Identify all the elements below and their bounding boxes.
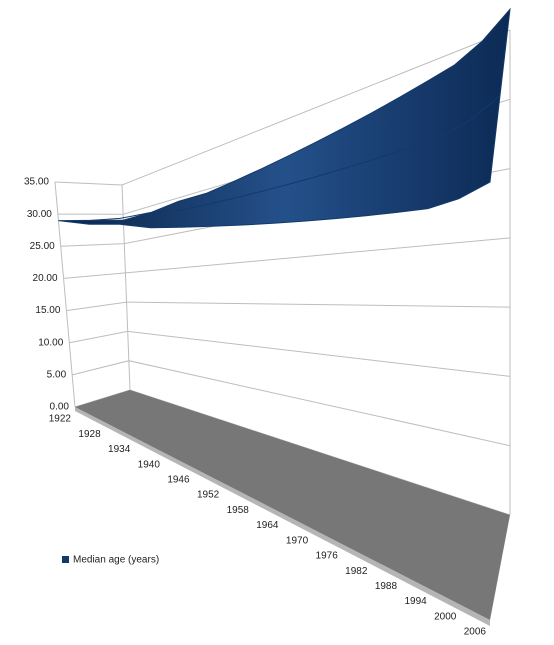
ribbon-line (90, 95, 501, 221)
y-tick-label: 25.00 (30, 241, 55, 252)
wall-edge (54, 181, 76, 408)
x-tick-label: 1976 (316, 551, 339, 562)
x-tick-label: 1982 (345, 566, 368, 577)
y-tick-label: 35.00 (24, 177, 49, 188)
grid-line (54, 29, 511, 186)
legend-swatch (62, 556, 69, 563)
x-tick-label: 2000 (434, 611, 457, 622)
x-tick-label: 1958 (227, 505, 250, 516)
floor-side (75, 407, 490, 626)
x-tick-label: 1946 (167, 474, 190, 485)
x-tick-label: 1970 (286, 535, 309, 546)
grid-line (69, 330, 511, 377)
x-tick-label: 1928 (78, 429, 101, 440)
y-tick-label: 0.00 (50, 402, 70, 413)
x-tick-label: 1940 (138, 459, 161, 470)
x-tick-label: 1994 (404, 596, 427, 607)
grid-line (71, 360, 511, 447)
y-tick-label: 30.00 (27, 209, 52, 220)
floor (75, 390, 510, 620)
ribbon-surface (58, 7, 511, 229)
y-tick-label: 15.00 (35, 305, 60, 316)
grid-line (63, 237, 511, 279)
x-tick-label: 1964 (256, 520, 279, 531)
y-tick-label: 20.00 (33, 273, 58, 284)
x-tick-label: 2006 (464, 627, 487, 638)
wall-edge (121, 184, 131, 391)
x-tick-label: 1988 (375, 581, 398, 592)
y-tick-label: 10.00 (38, 337, 63, 348)
grid-line (66, 301, 511, 312)
x-tick-label: 1934 (108, 444, 131, 455)
y-tick-label: 5.00 (47, 369, 67, 380)
x-tick-label: 1922 (49, 414, 72, 425)
x-tick-label: 1952 (197, 490, 220, 501)
legend-label: Median age (years) (73, 555, 159, 566)
